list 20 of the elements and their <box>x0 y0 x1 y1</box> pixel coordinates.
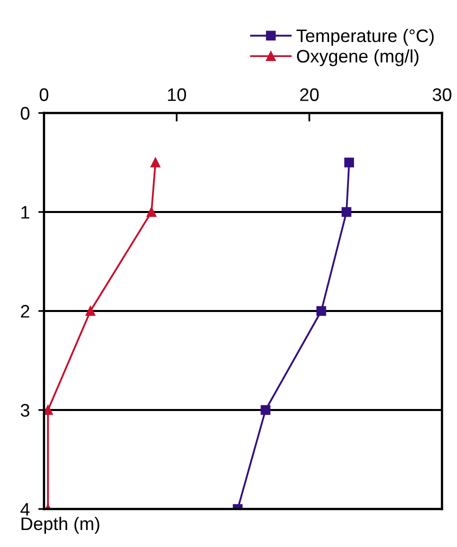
point <box>316 306 326 316</box>
y-tick-label: 2 <box>20 304 30 318</box>
legend-label: Temperature (°C) <box>296 28 434 46</box>
point <box>146 207 156 217</box>
point <box>86 306 96 316</box>
legend-label: Oxygene (mg/l) <box>296 49 418 66</box>
y-axis-title: Depth (m) <box>22 516 100 534</box>
point <box>44 405 53 415</box>
y-tick-label: 0 <box>20 106 30 120</box>
point <box>260 405 270 415</box>
y-tick-label: 3 <box>20 404 30 417</box>
y-tick-label: 4 <box>20 503 30 516</box>
x-tick-label: 10 <box>168 88 186 102</box>
x-tick-label: 30 <box>432 88 452 102</box>
point <box>342 207 352 217</box>
x-tick-label: 20 <box>300 88 319 102</box>
point <box>344 158 354 168</box>
y-tick-label: 1 <box>21 206 30 219</box>
point <box>150 158 160 168</box>
x-tick-label: 0 <box>40 88 48 102</box>
